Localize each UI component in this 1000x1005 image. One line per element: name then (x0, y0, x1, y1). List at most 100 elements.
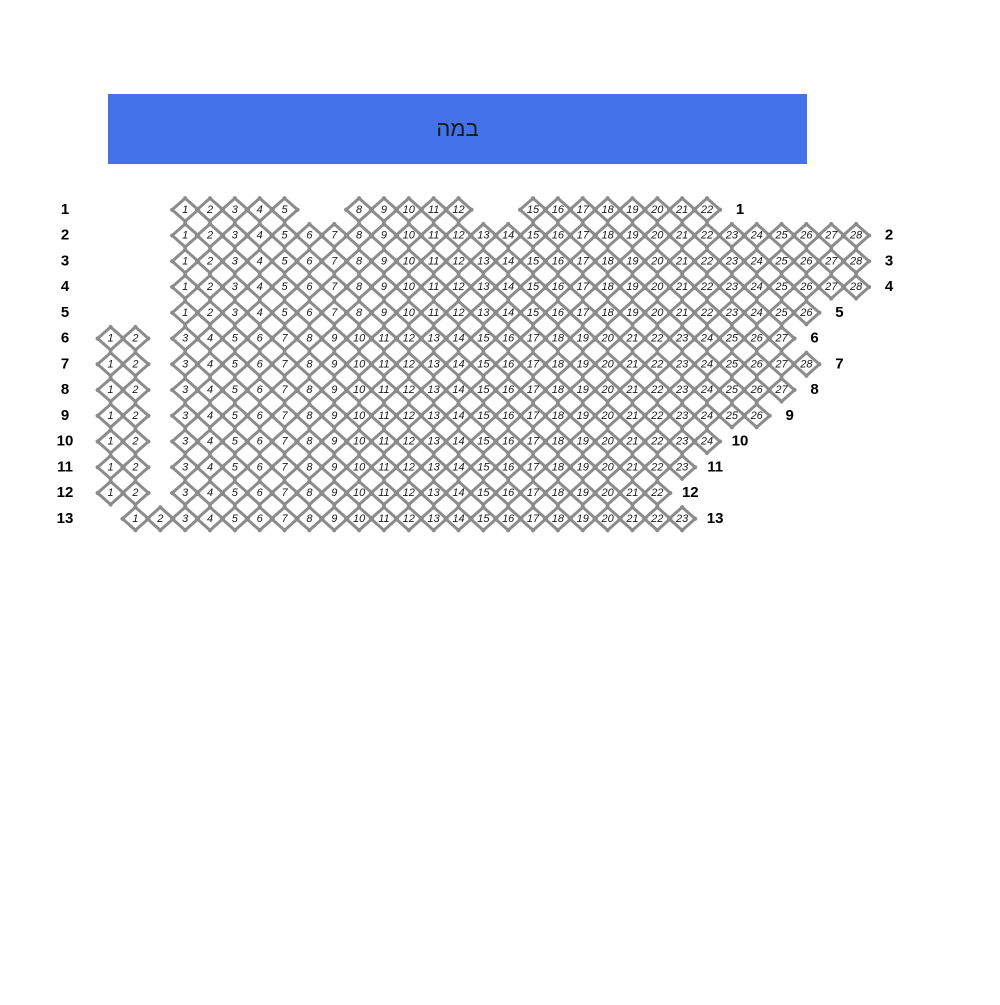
svg-text:16: 16 (502, 487, 515, 499)
svg-text:2: 2 (206, 281, 213, 293)
svg-text:12: 12 (403, 487, 415, 499)
svg-text:17: 17 (527, 461, 540, 473)
svg-text:15: 15 (527, 307, 540, 319)
svg-text:15: 15 (527, 255, 540, 267)
svg-text:6: 6 (257, 358, 264, 370)
svg-text:6: 6 (61, 330, 69, 347)
svg-text:15: 15 (527, 204, 540, 216)
svg-text:23: 23 (675, 410, 689, 422)
svg-text:11: 11 (378, 410, 389, 422)
svg-text:23: 23 (675, 513, 689, 525)
svg-text:1: 1 (108, 461, 114, 473)
svg-text:3: 3 (182, 384, 189, 396)
svg-text:6: 6 (257, 410, 264, 422)
svg-text:17: 17 (577, 230, 590, 242)
svg-text:4: 4 (257, 307, 263, 319)
svg-text:17: 17 (527, 358, 540, 370)
svg-text:11: 11 (428, 204, 439, 216)
svg-text:13: 13 (477, 307, 490, 319)
svg-text:2: 2 (206, 255, 213, 267)
svg-text:9: 9 (331, 487, 337, 499)
svg-text:26: 26 (750, 384, 764, 396)
svg-text:3: 3 (182, 513, 189, 525)
svg-text:14: 14 (452, 333, 464, 345)
svg-text:17: 17 (527, 436, 540, 448)
svg-text:23: 23 (725, 230, 739, 242)
svg-text:17: 17 (577, 255, 590, 267)
svg-text:16: 16 (502, 436, 515, 448)
svg-text:15: 15 (527, 281, 540, 293)
svg-text:23: 23 (725, 255, 739, 267)
svg-text:4: 4 (207, 333, 213, 345)
svg-text:17: 17 (577, 307, 590, 319)
svg-text:22: 22 (650, 461, 663, 473)
svg-text:9: 9 (381, 307, 387, 319)
svg-text:20: 20 (600, 513, 614, 525)
svg-text:24: 24 (700, 333, 713, 345)
svg-text:3: 3 (232, 307, 239, 319)
svg-text:25: 25 (725, 333, 739, 345)
svg-text:14: 14 (502, 255, 514, 267)
svg-text:25: 25 (774, 281, 788, 293)
svg-text:9: 9 (331, 333, 337, 345)
svg-text:16: 16 (552, 204, 565, 216)
svg-text:4: 4 (207, 461, 213, 473)
svg-text:27: 27 (774, 333, 788, 345)
svg-text:4: 4 (207, 410, 213, 422)
svg-text:16: 16 (552, 281, 565, 293)
svg-text:1: 1 (736, 201, 744, 218)
svg-text:10: 10 (403, 255, 416, 267)
svg-text:10: 10 (403, 281, 416, 293)
svg-text:12: 12 (452, 307, 464, 319)
svg-text:3: 3 (61, 252, 69, 269)
svg-text:16: 16 (502, 461, 515, 473)
svg-text:19: 19 (577, 333, 589, 345)
svg-text:15: 15 (477, 333, 490, 345)
svg-text:4: 4 (207, 358, 213, 370)
svg-text:25: 25 (725, 358, 739, 370)
svg-text:10: 10 (403, 230, 416, 242)
svg-text:18: 18 (552, 461, 565, 473)
svg-text:12: 12 (403, 461, 415, 473)
svg-text:23: 23 (725, 307, 739, 319)
svg-text:3: 3 (885, 252, 893, 269)
svg-text:18: 18 (601, 255, 614, 267)
svg-text:21: 21 (675, 255, 688, 267)
svg-text:26: 26 (750, 410, 764, 422)
svg-text:19: 19 (577, 358, 589, 370)
svg-text:12: 12 (403, 513, 415, 525)
svg-text:23: 23 (675, 333, 689, 345)
svg-text:22: 22 (700, 307, 713, 319)
svg-text:8: 8 (356, 281, 363, 293)
svg-text:10: 10 (353, 436, 366, 448)
svg-text:27: 27 (824, 281, 838, 293)
svg-text:21: 21 (625, 513, 638, 525)
svg-text:11: 11 (428, 281, 439, 293)
svg-text:20: 20 (600, 487, 614, 499)
svg-text:8: 8 (306, 358, 313, 370)
svg-text:24: 24 (700, 436, 713, 448)
svg-text:15: 15 (527, 230, 540, 242)
svg-text:6: 6 (810, 330, 818, 347)
svg-text:22: 22 (650, 410, 663, 422)
svg-text:8: 8 (356, 204, 363, 216)
svg-text:18: 18 (552, 333, 565, 345)
svg-text:25: 25 (774, 230, 788, 242)
svg-text:9: 9 (331, 436, 337, 448)
svg-text:19: 19 (626, 307, 638, 319)
svg-text:7: 7 (331, 281, 338, 293)
svg-text:13: 13 (428, 436, 441, 448)
svg-text:16: 16 (502, 513, 515, 525)
svg-text:15: 15 (477, 384, 490, 396)
svg-text:15: 15 (477, 513, 490, 525)
svg-text:25: 25 (725, 410, 739, 422)
svg-text:17: 17 (527, 513, 540, 525)
svg-text:9: 9 (381, 230, 387, 242)
svg-text:8: 8 (356, 255, 363, 267)
svg-text:18: 18 (601, 281, 614, 293)
svg-text:5: 5 (281, 204, 288, 216)
svg-text:15: 15 (477, 461, 490, 473)
svg-text:22: 22 (650, 436, 663, 448)
svg-text:13: 13 (428, 513, 441, 525)
svg-text:17: 17 (577, 281, 590, 293)
